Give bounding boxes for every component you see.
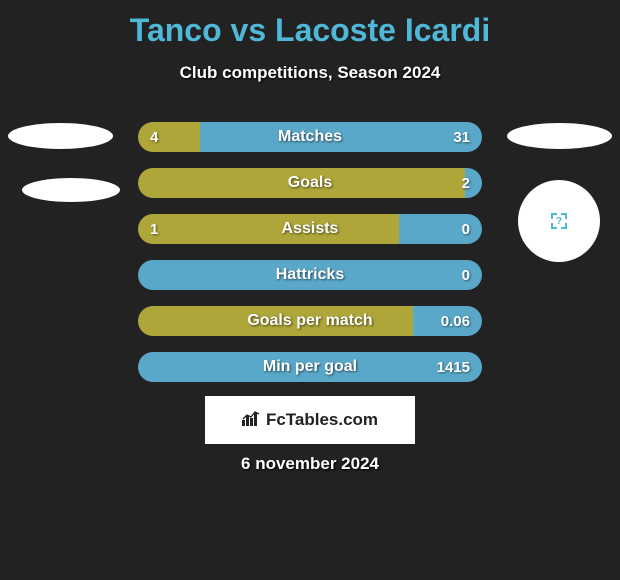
stats-bars: 431Matches 2Goals 10Assists 0Hattricks 0.06G…: [138, 122, 482, 398]
stat-label: Goals per match: [138, 306, 482, 336]
stat-bar-row: 0Hattricks: [138, 260, 482, 290]
page-subtitle: Club competitions, Season 2024: [0, 63, 620, 83]
stat-bar-row: 0.06Goals per match: [138, 306, 482, 336]
stat-label: Assists: [138, 214, 482, 244]
logo-text: FcTables.com: [242, 410, 378, 431]
stat-bar-row: 10Assists: [138, 214, 482, 244]
player-right-avatar: ?: [518, 180, 600, 262]
logo-box: FcTables.com: [205, 396, 415, 444]
stat-label: Min per goal: [138, 352, 482, 382]
logo-label: FcTables.com: [266, 410, 378, 430]
stat-bar-row: 2Goals: [138, 168, 482, 198]
date-label: 6 november 2024: [0, 454, 620, 474]
logo-chart-icon: [242, 410, 262, 431]
player-right-badge: [507, 123, 612, 149]
stat-bar-row: 431Matches: [138, 122, 482, 152]
player-left-badge-2: [22, 178, 120, 202]
page-title: Tanco vs Lacoste Icardi: [0, 0, 620, 49]
question-mark-icon: ?: [551, 213, 567, 229]
stat-bar-row: 1415Min per goal: [138, 352, 482, 382]
stat-label: Goals: [138, 168, 482, 198]
player-left-badge-1: [8, 123, 113, 149]
stat-label: Hattricks: [138, 260, 482, 290]
stat-label: Matches: [138, 122, 482, 152]
